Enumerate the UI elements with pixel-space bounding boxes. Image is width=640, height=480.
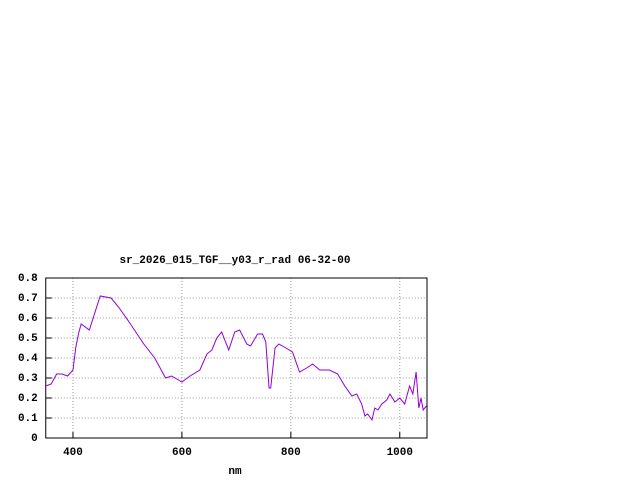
x-axis-label: nm: [228, 466, 242, 478]
plot-border: [45, 277, 428, 439]
x-tick-label: 1000: [387, 447, 413, 459]
y-tick-label: 0.6: [18, 313, 38, 325]
x-tick-label: 400: [63, 447, 83, 459]
y-tick-label: 0.3: [18, 373, 38, 385]
y-tick-label: 0.5: [18, 333, 38, 345]
y-tick-label: 0.4: [18, 353, 38, 365]
x-tick-label: 600: [172, 447, 192, 459]
y-tick-label: 0: [31, 433, 38, 445]
y-tick-label: 0.2: [18, 393, 38, 405]
chart-title: sr_2026_015_TGF__y03_r_rad 06-32-00: [119, 255, 350, 267]
x-tick-label: 800: [281, 447, 301, 459]
y-tick-label: 0.1: [18, 413, 38, 425]
y-tick-label: 0.7: [18, 293, 38, 305]
y-tick-label: 0.8: [18, 273, 38, 285]
data-line: [45, 295, 427, 422]
